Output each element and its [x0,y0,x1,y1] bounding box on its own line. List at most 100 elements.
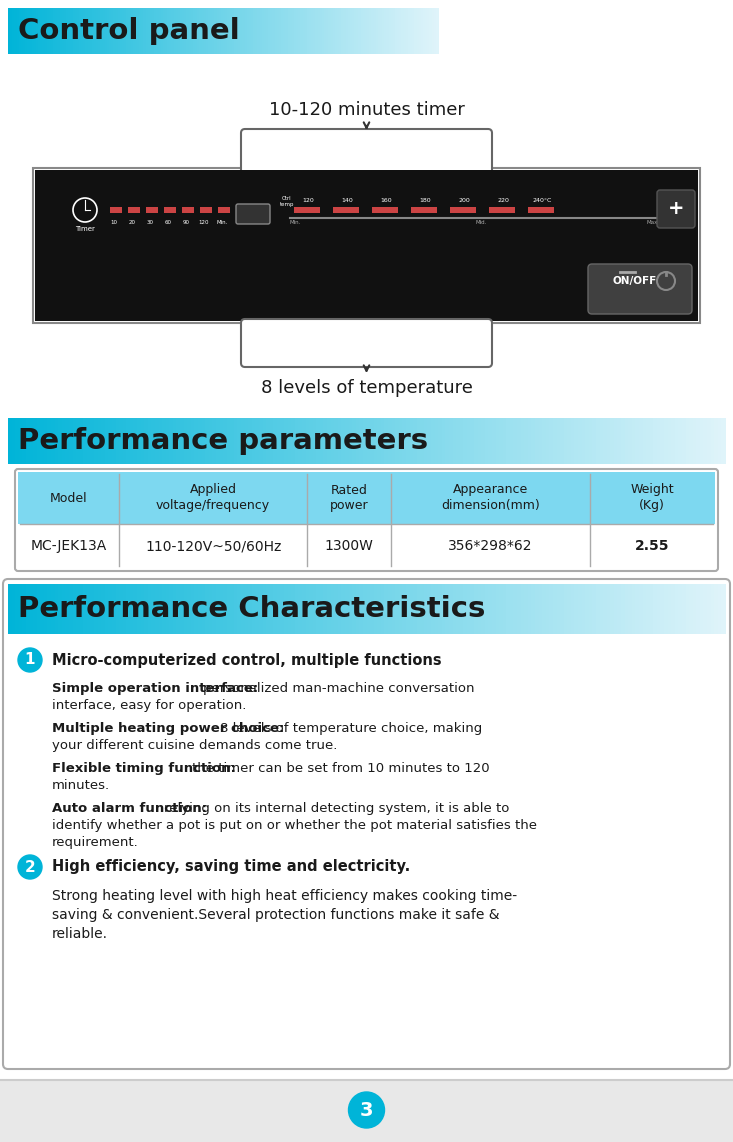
Bar [621,584,625,634]
Bar [19,418,23,464]
Bar [270,418,274,464]
Bar [34,8,37,54]
Text: 3: 3 [360,1101,373,1119]
Bar [342,584,345,634]
Bar [718,584,722,634]
Bar [320,584,324,634]
Bar [177,418,180,464]
Bar [402,8,404,54]
Bar [225,8,228,54]
Bar [90,584,95,634]
Bar [54,418,59,464]
Bar [427,8,430,54]
Bar [413,584,417,634]
Bar [377,584,381,634]
Bar [107,8,109,54]
Bar [187,418,191,464]
Bar [287,584,292,634]
Bar [704,418,707,464]
Text: 90: 90 [183,220,190,225]
Bar [198,418,202,464]
Bar [130,8,133,54]
Bar [219,418,224,464]
Bar [262,8,265,54]
Bar [381,584,385,634]
Bar [696,584,701,634]
Bar [128,8,131,54]
Text: the timer can be set from 10 minutes to 120: the timer can be set from 10 minutes to … [192,762,490,775]
Bar [281,584,284,634]
Bar [119,584,123,634]
Bar [191,8,194,54]
Bar [589,472,715,524]
Bar [144,8,146,54]
Bar [546,584,550,634]
Bar [281,8,284,54]
Circle shape [18,855,42,879]
Bar [456,418,460,464]
Bar [103,8,106,54]
Bar [369,8,372,54]
Bar [69,418,73,464]
Bar [689,584,693,634]
Bar [277,8,279,54]
Bar [54,584,59,634]
Bar [628,418,633,464]
Bar [108,584,112,634]
Text: High efficiency, saving time and electricity.: High efficiency, saving time and electri… [52,860,410,875]
Bar [323,418,328,464]
Bar [295,418,299,464]
FancyBboxPatch shape [241,319,492,367]
Bar [442,418,446,464]
Bar [49,8,51,54]
Bar [313,584,317,634]
Bar [581,584,586,634]
Text: Appearance
dimension(mm): Appearance dimension(mm) [441,483,539,513]
Bar [646,584,650,634]
Bar [10,8,12,54]
Bar [243,8,245,54]
Bar [326,8,329,54]
Text: 120: 120 [302,198,314,203]
Bar [126,584,130,634]
Bar [118,8,120,54]
Bar [320,8,323,54]
Bar [234,418,238,464]
Bar [186,8,189,54]
Bar [679,584,682,634]
Bar [578,584,582,634]
Bar [253,8,256,54]
Bar [410,418,413,464]
Bar [47,8,49,54]
Bar [372,207,398,214]
Bar [105,8,108,54]
Text: 180: 180 [419,198,431,203]
Text: Ctrl
temp: Ctrl temp [280,196,294,207]
Bar [714,418,718,464]
Bar [370,584,374,634]
Bar [356,8,359,54]
Circle shape [348,1092,385,1128]
Bar [81,8,84,54]
Bar [273,418,277,464]
Bar [636,418,639,464]
Bar [452,584,457,634]
Bar [391,8,394,54]
Bar [374,418,377,464]
Bar [12,584,15,634]
Bar [275,8,277,54]
Bar [420,584,424,634]
Bar [352,584,356,634]
Bar [15,418,19,464]
Bar [384,8,387,54]
Bar [112,418,116,464]
Bar [397,8,399,54]
Bar [277,418,281,464]
Bar [553,418,557,464]
Bar [137,584,141,634]
Bar [133,8,136,54]
Bar [97,418,102,464]
Bar [246,8,249,54]
Bar [668,584,671,634]
Bar [184,8,187,54]
